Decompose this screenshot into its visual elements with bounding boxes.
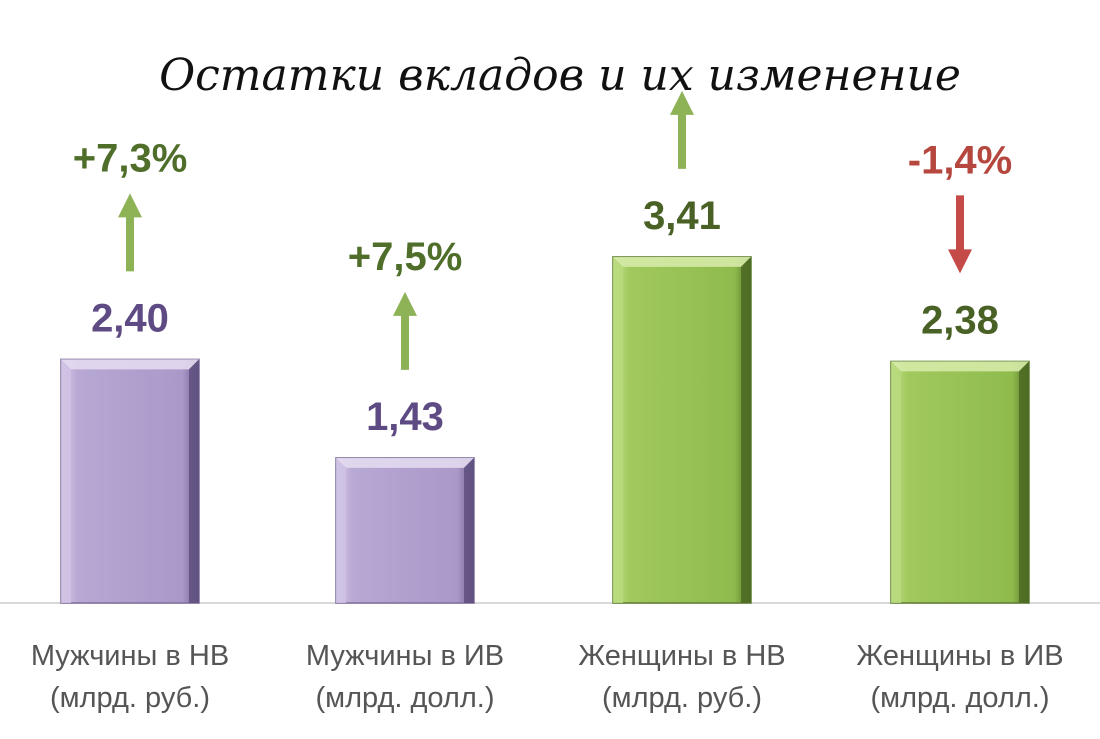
category-label: Женщины в НВ (млрд. руб.) [578,640,785,714]
bar-bevel-right [464,457,474,603]
bar-bevel-left [61,359,71,603]
bar-bevel-right [741,256,751,603]
bar-bevel-left [336,457,346,603]
category-label: Мужчины в НВ (млрд. руб.) [31,640,229,714]
bar-2 [335,457,475,604]
bar-bevel-right [189,359,199,603]
data-label: 2,38 [921,298,999,342]
category-label: Мужчины в ИВ (млрд. долл.) [306,640,504,714]
chart-title: Остатки вкладов и их изменение [159,50,961,101]
bar-bevel-left [891,361,901,603]
bar-3 [612,256,752,604]
bar-bevel-top [613,256,751,267]
data-label: 2,40 [91,296,169,340]
data-label: 3,41 [643,194,721,238]
bar-bevel-top [891,361,1029,372]
bar-bevel-top [336,457,474,468]
bar-bevel-top [61,359,199,370]
bar-body [612,256,752,604]
arrow-up-icon [393,291,417,370]
change-label: +7,3% [73,136,188,180]
bar-body [335,457,475,604]
change-label: +7,5% [348,235,463,279]
category-label: Женщины в ИВ (млрд. долл.) [856,640,1063,714]
bar-body [60,358,200,604]
bar-1 [60,358,200,604]
data-label: 1,43 [366,395,444,439]
change-label: -1,4% [908,138,1013,182]
arrow-up-icon [118,193,142,272]
bar-bevel-right [1019,361,1029,603]
arrow-down-icon [948,195,972,274]
bar-bevel-left [613,256,623,603]
bar-4 [890,360,1030,604]
arrow-up-icon [670,90,694,169]
bar-body [890,360,1030,604]
